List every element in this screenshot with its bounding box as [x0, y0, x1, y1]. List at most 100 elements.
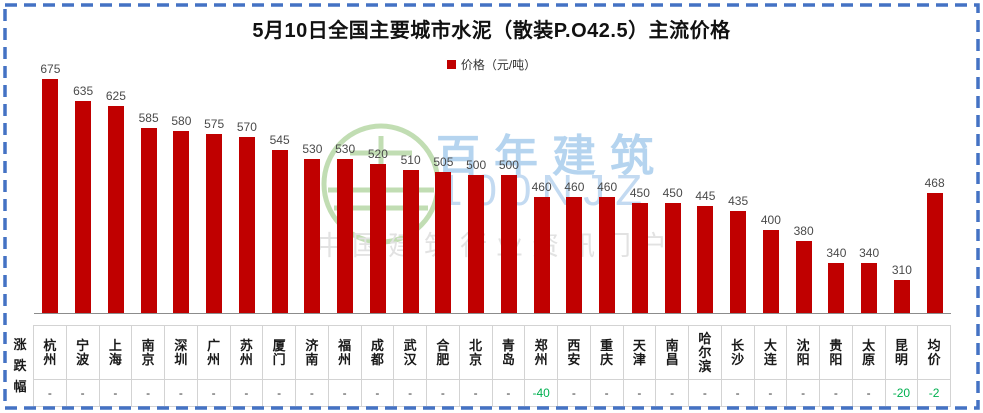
city-cell: 青 岛 — [491, 326, 525, 380]
bar-column: 510 — [394, 65, 427, 313]
bar — [533, 197, 550, 313]
change-cell: - — [131, 380, 164, 406]
change-cell: -40 — [524, 380, 557, 406]
city-cell: 福 州 — [327, 326, 361, 380]
change-cell: - — [458, 380, 492, 406]
bar — [828, 263, 845, 313]
bar-value-label: 400 — [760, 213, 781, 227]
legend-swatch-icon — [446, 60, 456, 69]
bar-value-label: 530 — [302, 142, 323, 156]
bar-column: 575 — [198, 65, 231, 313]
bar — [42, 79, 59, 313]
bar — [304, 159, 321, 313]
bar-value-label: 530 — [335, 142, 356, 156]
change-cell: - — [655, 380, 688, 406]
bar-plot-area: 675 635 625 585 580 575 570 545 530 530 520 510 505 5… — [34, 62, 951, 313]
bar-column: 435 — [722, 65, 755, 313]
change-cell: - — [557, 380, 590, 406]
bar-value-label: 520 — [367, 147, 388, 161]
city-cell: 贵 阳 — [819, 326, 852, 380]
change-cell: - — [720, 380, 754, 406]
bar-value-label: 580 — [171, 114, 192, 128]
bar-value-label: 380 — [793, 224, 814, 238]
chart-legend: 价格（元/吨） — [0, 56, 983, 73]
change-cell: - — [393, 380, 426, 406]
bar — [206, 134, 223, 313]
bar — [75, 101, 92, 313]
bar-value-label: 500 — [466, 158, 487, 172]
change-cell: - — [295, 380, 328, 406]
change-cell: -2 — [917, 380, 950, 406]
bar-column: 310 — [886, 65, 919, 313]
city-cell: 大 连 — [753, 326, 787, 380]
bar — [337, 159, 354, 313]
change-cell: - — [196, 380, 230, 406]
bar-column: 450 — [624, 65, 657, 313]
bar-value-label: 510 — [400, 153, 421, 167]
bar-column: 545 — [263, 65, 296, 313]
bar — [435, 172, 452, 313]
bar — [697, 206, 714, 313]
change-cell: - — [98, 380, 132, 406]
change-cell: - — [753, 380, 787, 406]
legend-label: 价格（元/吨） — [460, 58, 537, 72]
bar-value-label: 340 — [826, 246, 847, 260]
bar-column: 570 — [231, 65, 264, 313]
bar-value-label: 505 — [433, 155, 454, 169]
bar — [631, 203, 648, 313]
city-name-row: 杭 州宁 波上 海南 京深 圳广 州苏 州厦 门济 南福 州成 都武 汉合 肥北… — [34, 326, 950, 380]
city-cell: 南 昌 — [655, 326, 688, 380]
city-cell: 南 京 — [131, 326, 164, 380]
bar-value-label: 450 — [629, 186, 650, 200]
city-cell: 杭 州 — [43, 337, 57, 367]
bar — [271, 150, 288, 313]
bar — [730, 211, 747, 313]
city-cell: 宁 波 — [65, 326, 99, 380]
bar-column: 585 — [132, 65, 165, 313]
bar-column: 635 — [67, 65, 100, 313]
bar-column: 675 — [34, 62, 67, 313]
x-axis-line — [34, 313, 951, 314]
change-cell: - — [65, 380, 99, 406]
bar-value-label: 570 — [236, 120, 257, 134]
bar-column: 505 — [427, 65, 460, 313]
city-cell: 成 都 — [360, 326, 394, 380]
city-cell: 济 南 — [295, 326, 328, 380]
bar-value-label: 435 — [728, 194, 749, 208]
change-cell: - — [360, 380, 394, 406]
bar-column: 460 — [558, 65, 591, 313]
bar-column: 340 — [820, 65, 853, 313]
city-cell: 沈 阳 — [786, 326, 819, 380]
city-cell: 郑 州 — [524, 326, 557, 380]
change-cell: - — [851, 380, 885, 406]
change-cell: - — [622, 380, 656, 406]
change-cell: - — [688, 380, 721, 406]
bar — [402, 170, 419, 313]
bar-column: 530 — [296, 65, 329, 313]
bar-value-label: 585 — [138, 111, 159, 125]
bar-column: 500 — [460, 65, 493, 313]
change-cell: -20 — [884, 380, 918, 406]
city-cell: 太 原 — [851, 326, 885, 380]
bar-value-label: 445 — [695, 189, 716, 203]
change-cell: - — [229, 380, 263, 406]
bar-column: 380 — [787, 65, 820, 313]
bar-value-label: 310 — [891, 263, 912, 277]
bar-value-label: 450 — [662, 186, 683, 200]
city-cell: 上 海 — [98, 326, 132, 380]
change-cell: - — [164, 380, 197, 406]
city-cell: 西 安 — [557, 326, 590, 380]
bar-value-label: 500 — [498, 158, 519, 172]
change-row-label: 涨 跌 幅 — [13, 337, 27, 394]
bar — [926, 193, 943, 313]
city-cell: 昆 明 — [884, 326, 918, 380]
city-table: 杭 州宁 波上 海南 京深 圳广 州苏 州厦 门济 南福 州成 都武 汉合 肥北… — [33, 325, 951, 407]
city-cell: 武 汉 — [393, 326, 426, 380]
city-cell: 哈 尔 滨 — [688, 326, 721, 380]
city-cell: 广 州 — [196, 326, 230, 380]
bar-column: 530 — [329, 65, 362, 313]
bar-column: 450 — [656, 65, 689, 313]
city-cell: 苏 州 — [229, 326, 263, 380]
bar-column: 460 — [525, 65, 558, 313]
